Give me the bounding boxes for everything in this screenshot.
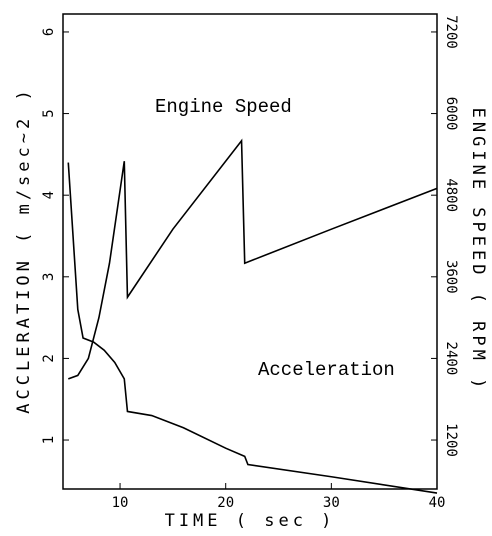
y-tick-label: 3 (41, 273, 57, 281)
plot-frame (62, 13, 438, 490)
y-tick-label: 1 (41, 436, 57, 444)
y2-axis-label: ENGINE SPEED ( RPM ) (468, 108, 488, 393)
series-line (68, 138, 438, 380)
y-tick-label: 6 (41, 28, 57, 36)
x-axis-label: TIME ( sec ) (165, 511, 336, 531)
x-tick-label: 10 (112, 495, 129, 511)
y2-tick-label: 6000 (443, 97, 459, 131)
y2-tick-label: 1200 (443, 423, 459, 457)
series-line (67, 162, 438, 494)
x-tick-label: 40 (429, 495, 446, 511)
y-tick-label: 4 (41, 191, 57, 199)
annotation: Engine Speed (155, 96, 292, 118)
y2-tick-label: 2400 (443, 342, 459, 376)
y-tick-label: 2 (41, 354, 57, 362)
annotation: Acceleration (258, 359, 395, 381)
x-tick-label: 30 (323, 495, 340, 511)
y-tick-label: 5 (41, 109, 57, 117)
x-tick-label: 20 (217, 495, 234, 511)
y2-tick-label: 4800 (443, 178, 459, 212)
y2-tick-label: 3600 (443, 260, 459, 294)
y2-tick-label: 7200 (443, 15, 459, 49)
y-axis-label: ACCLERATION ( m/sec~2 ) (14, 86, 34, 413)
